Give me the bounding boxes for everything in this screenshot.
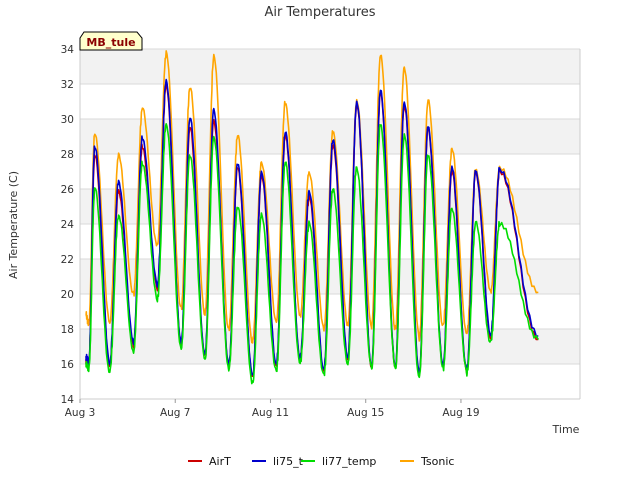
series-lines [85,50,540,385]
tick-labels: 14 16 18 20 22 24 26 28 30 32 34 Aug 3 Aug 7 Aug 11 Au… [61,44,480,419]
legend-label: li75_t [273,455,304,468]
x-tick-label: Aug 15 [347,407,384,419]
grid-band [80,49,580,84]
legend: AirT li75_t li77_temp Tsonic [188,455,454,468]
y-tick-label: 32 [61,79,74,91]
y-tick-label: 16 [61,359,75,371]
x-tick-label: Aug 19 [442,407,479,419]
x-axis-label: Time [552,423,580,436]
legend-label: li77_temp [322,455,376,468]
y-tick-label: 28 [61,149,74,161]
y-tick-label: 20 [61,289,74,301]
y-axis-label: Air Temperature (C) [7,171,20,279]
grid-band [80,119,580,154]
y-tick-label: 18 [61,324,74,336]
site-tag: MB_tule [79,31,143,51]
grid-band [80,329,580,364]
series-line-tsonic [85,50,539,344]
y-tick-label: 30 [61,114,74,126]
y-tick-label: 22 [61,254,74,266]
y-tick-label: 24 [61,219,75,231]
y-tick-label: 34 [61,44,75,56]
axes [79,49,581,400]
chart-title: Air Temperatures [264,5,375,20]
x-tick-label: Aug 7 [160,407,191,419]
site-tag-label: MB_tule [86,36,135,49]
legend-label: AirT [209,455,231,468]
y-tick-label: 26 [61,184,75,196]
x-tick-label: Aug 3 [65,407,96,419]
x-tick-label: Aug 11 [252,407,289,419]
series-line-li77-temp [85,123,540,385]
legend-label: Tsonic [420,455,454,468]
y-tick-label: 14 [61,394,75,406]
